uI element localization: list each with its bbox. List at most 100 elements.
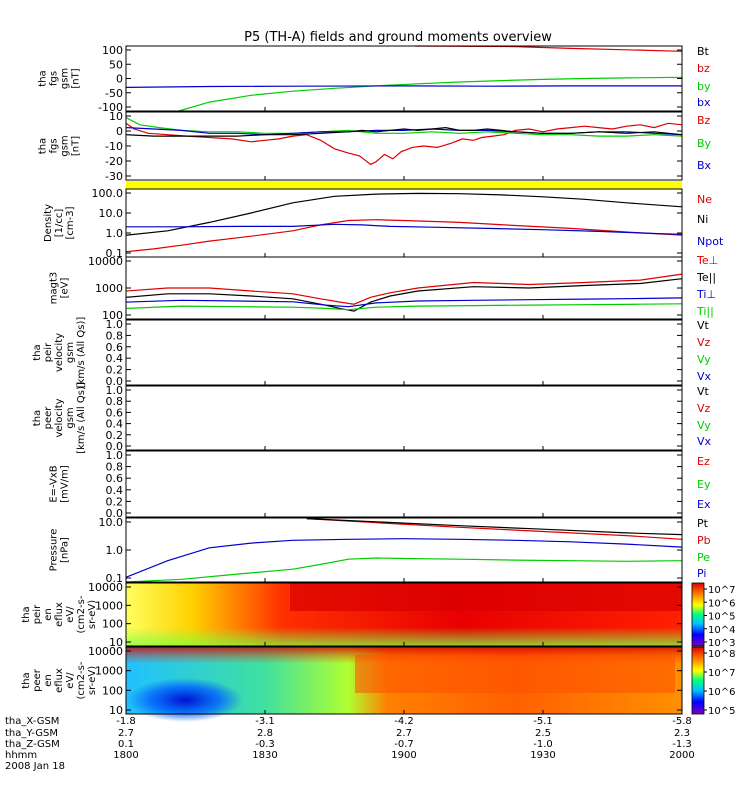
- x-axis-ephemeris: tha_X-GSM -1.8 -3.1 -4.2 -5.1 -5.8 tha_Y-GSM 2.…: [5, 716, 695, 772]
- y-tick-label: 1.0: [106, 227, 124, 240]
- legend-label: Vz: [697, 402, 711, 415]
- y-tick-label: 0: [116, 73, 123, 86]
- colorbar-tick-label: 10^7: [708, 668, 735, 679]
- legend-label: Bt: [697, 45, 710, 58]
- y-tick-label: 0.4: [106, 418, 124, 431]
- y-tick-label: 0.0: [106, 440, 124, 453]
- ephemeris-row-label: hhmm: [5, 750, 37, 761]
- y-axis-label: gsm: [60, 68, 71, 89]
- y-axis-label: [nT]: [71, 68, 82, 88]
- colorbar-tick-label: 10^5: [708, 706, 735, 717]
- ephemeris-value: 1900: [391, 750, 416, 761]
- legend-label: Vy: [697, 419, 711, 432]
- y-axis-label: gsm: [65, 407, 76, 428]
- legend-label: Pe: [697, 551, 710, 564]
- y-tick-label: 100: [102, 44, 123, 57]
- legend-label: Vt: [697, 385, 710, 398]
- panel-e_field: 1.00.80.60.40.20.0 E=-VxB [mV/m] Ez Ey Ex: [49, 449, 711, 520]
- panel-temperature: 10000 1000 100 magt3 [eV] Te⊥ Te|| Ti⊥ Ti||: [49, 254, 719, 322]
- y-tick-label: 10: [109, 636, 123, 649]
- legend-label: Pb: [697, 534, 711, 547]
- y-tick-label: 1000: [95, 599, 123, 612]
- panel-pressure: 10.0 1.0 0.1 Pressure [nPa] Pt Pb Pe Pi: [49, 516, 711, 585]
- y-tick-label: 10000: [88, 645, 123, 658]
- legend-label: Vt: [697, 319, 710, 332]
- ephemeris-value: -1.3: [672, 739, 692, 750]
- peir-colorbar: [691, 582, 705, 647]
- legend-label: Ti⊥: [696, 288, 716, 301]
- legend-label: bz: [697, 62, 710, 75]
- series-pressure-pt-line: [306, 518, 683, 536]
- ephemeris-value: 1830: [252, 750, 277, 761]
- y-tick-label: 1000: [95, 282, 123, 295]
- y-tick-label: 1.0: [106, 449, 124, 462]
- panel-frame: [125, 517, 683, 583]
- y-axis-label: peer: [32, 668, 43, 692]
- colorbar-tick-label: 10^6: [708, 598, 735, 609]
- series-fgs_gsm_zoom-bz-line: [125, 122, 683, 166]
- series-pressure-pe-line: [125, 557, 683, 583]
- y-tick-label: 0.6: [106, 472, 124, 485]
- y-axis-label: peir: [32, 604, 43, 624]
- ephemeris-value: 2.7: [118, 728, 134, 739]
- series-density-npot-line: [126, 223, 683, 235]
- y-tick-label: 0.6: [106, 406, 124, 419]
- y-axis-label: eflux: [54, 668, 65, 693]
- plot-title: P5 (TH-A) fields and ground moments over…: [244, 30, 552, 45]
- ephemeris-value: -5.8: [672, 716, 692, 727]
- yellow-bar: [126, 181, 682, 189]
- y-axis-label: E=-VxB: [49, 465, 60, 502]
- series-fgs_gsm-bt-line: [415, 45, 683, 52]
- y-axis-label: [nT]: [71, 136, 82, 156]
- y-axis-label: velocity: [54, 333, 65, 372]
- panel-fgs_gsm_zoom: 10 0 -10 -20 -30 tha fgs gsm [nT] Bz By Bx: [38, 110, 712, 183]
- series-temperature-te-line: [125, 278, 683, 312]
- colorbar-tick-label: 10^4: [708, 625, 735, 636]
- ephemeris-value: -3.1: [255, 716, 275, 727]
- series-density-ne-line: [125, 219, 683, 253]
- y-tick-label: 100: [102, 309, 123, 322]
- y-axis-label: tha: [32, 410, 43, 426]
- y-axis-label: tha: [21, 606, 32, 622]
- legend-label: Te⊥: [696, 254, 718, 267]
- y-tick-label: -100: [98, 101, 123, 114]
- y-axis-label: (cm2-s-: [76, 661, 87, 699]
- y-axis-label: eflux: [54, 602, 65, 627]
- y-tick-label: 0.1: [106, 572, 124, 585]
- legend-label: Vx: [697, 370, 712, 383]
- series-pressure-pi-line: [125, 538, 683, 578]
- y-tick-label: 0.8: [106, 395, 124, 408]
- series-density-ni-line: [125, 192, 683, 236]
- y-axis-label: en: [43, 674, 54, 687]
- y-tick-label: 0.4: [106, 352, 124, 365]
- y-tick-label: 0.2: [106, 364, 124, 377]
- series-temperature-te-line: [125, 273, 683, 305]
- peir-eflux-image: [126, 583, 682, 646]
- y-axis-label: gsm: [65, 342, 76, 363]
- y-tick-label: -20: [105, 155, 123, 168]
- series-fgs_gsm-by-line: [178, 76, 683, 112]
- ephemeris-value: -0.3: [255, 739, 275, 750]
- panel-peer_eflux: 10000 1000 100 10 tha peer en eflux eV/(cm2-s-sr…: [21, 645, 735, 717]
- colorbar-tick-label: 10^6: [708, 687, 735, 698]
- y-axis-label: gsm: [60, 135, 71, 156]
- y-tick-label: 1000: [95, 665, 123, 678]
- y-axis-label: eV/: [65, 672, 76, 689]
- y-tick-label: 10.0: [99, 207, 124, 220]
- y-tick-label: 0.8: [106, 461, 124, 474]
- legend-label: By: [697, 137, 712, 150]
- ephemeris-row-label: tha_X-GSM: [5, 716, 59, 727]
- y-tick-label: 0: [116, 125, 123, 138]
- peer-colorbar: [691, 646, 705, 715]
- y-axis-label: [1/cc]: [54, 209, 65, 238]
- legend-label: Ex: [697, 498, 711, 511]
- y-tick-label: -10: [105, 140, 123, 153]
- y-axis-label: [mV/m]: [60, 465, 71, 503]
- series-temperature-ti-line: [125, 303, 683, 311]
- ephemeris-value: 2.5: [535, 728, 551, 739]
- legend-label: bx: [697, 96, 711, 109]
- ephemeris-value: 2000: [669, 750, 694, 761]
